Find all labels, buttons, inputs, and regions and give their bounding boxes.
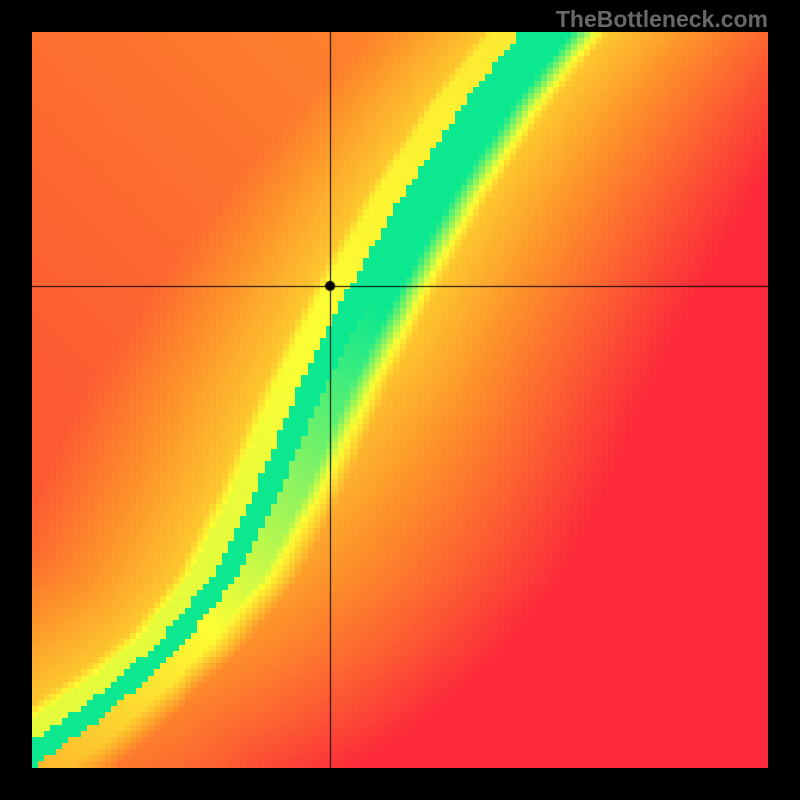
- chart-container: TheBottleneck.com: [0, 0, 800, 800]
- watermark-text: TheBottleneck.com: [556, 6, 768, 33]
- bottleneck-heatmap: [32, 32, 768, 768]
